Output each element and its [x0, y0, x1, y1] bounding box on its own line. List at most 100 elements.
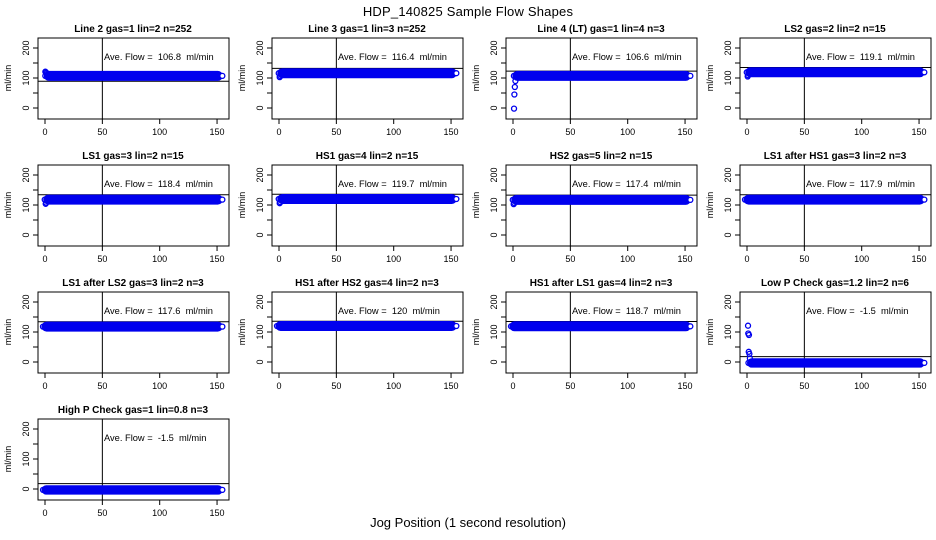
y-tick-label: 0: [255, 105, 265, 110]
data-point: [43, 70, 50, 77]
x-tick-label: 100: [386, 381, 401, 391]
ave-flow-label: Ave. Flow = -1.5 ml/min: [806, 306, 908, 316]
data-point: [276, 72, 284, 80]
data-point: [744, 72, 752, 79]
x-tick-label: 150: [444, 127, 459, 137]
panel-canvas: LS2 gas=2 lin=2 n=15 0 100 200 ml/min 0 50 100 1…: [705, 24, 932, 137]
ave-flow-label: Ave. Flow = 116.4 ml/min: [338, 52, 447, 62]
x-tick-label: 0: [744, 254, 749, 264]
x-tick-label: 50: [97, 508, 107, 518]
x-tick-label: 100: [854, 127, 869, 137]
y-tick-label: 100: [255, 197, 265, 212]
x-tick-label: 0: [510, 127, 515, 137]
flow-panel-3: Line 4 (LT) gas=1 lin=4 n=3 0 100 200 ml/min…: [468, 22, 702, 149]
x-tick-label: 50: [331, 254, 341, 264]
flow-panel-6: HS1 gas=4 lin=2 n=15 0 100 200 ml/min 0 50 100 1…: [234, 149, 468, 276]
flow-panel-13: High P Check gas=1 lin=0.8 n=3 0 100 200 ml/…: [0, 403, 234, 530]
x-tick-label: 50: [565, 381, 575, 391]
data-point: [453, 322, 460, 330]
y-tick-label: 100: [723, 70, 733, 85]
ave-flow-label: Ave. Flow = 119.1 ml/min: [806, 52, 915, 62]
y-tick-label: 200: [21, 40, 31, 55]
y-tick-label: 200: [723, 167, 733, 182]
ave-flow-label: Ave. Flow = 119.7 ml/min: [338, 179, 447, 189]
panel-title: HS1 after HS2 gas=4 lin=2 n=3: [295, 278, 439, 289]
data-point: [510, 199, 518, 207]
x-tick-label: 100: [152, 381, 167, 391]
y-tick-label: 0: [21, 105, 31, 110]
y-tick-label: 100: [21, 324, 31, 339]
data-point: [687, 323, 694, 330]
x-tick-label: 50: [331, 127, 341, 137]
y-tick-label: 0: [723, 232, 733, 237]
data-point: [42, 199, 50, 206]
data-point: [219, 323, 226, 330]
y-tick-label: 200: [723, 40, 733, 55]
data-point: [746, 355, 754, 362]
panel-title: LS2 gas=2 lin=2 n=15: [784, 24, 886, 35]
x-tick-label: 150: [678, 127, 693, 137]
y-axis-label: ml/min: [705, 192, 715, 219]
y-axis-label: ml/min: [237, 319, 247, 346]
panel-title: HS2 gas=5 lin=2 n=15: [550, 151, 653, 162]
y-tick-label: 200: [255, 294, 265, 309]
y-axis-label: ml/min: [471, 65, 481, 92]
x-tick-label: 100: [386, 254, 401, 264]
panel-title: LS1 after HS1 gas=3 lin=2 n=3: [764, 151, 907, 162]
y-axis-label: ml/min: [471, 192, 481, 219]
y-tick-label: 0: [255, 359, 265, 364]
x-tick-label: 50: [97, 254, 107, 264]
x-tick-label: 150: [210, 254, 225, 264]
panel-canvas: Line 3 gas=1 lin=3 n=252 0 100 200 ml/min 0 50…: [237, 24, 464, 137]
x-tick-label: 150: [444, 254, 459, 264]
ave-flow-label: Ave. Flow = 106.6 ml/min: [572, 52, 682, 62]
x-tick-label: 50: [331, 381, 341, 391]
x-tick-label: 100: [620, 254, 635, 264]
x-tick-label: 50: [799, 127, 809, 137]
data-band: [43, 194, 223, 205]
x-tick-label: 0: [276, 127, 281, 137]
flow-panel-12: Low P Check gas=1.2 lin=2 n=6 0 100 200 ml/m…: [702, 276, 936, 403]
y-axis-label: ml/min: [3, 192, 13, 219]
panel-title: LS1 gas=3 lin=2 n=15: [82, 151, 184, 162]
x-tick-label: 0: [510, 381, 515, 391]
data-band: [277, 194, 457, 204]
panel-canvas: Low P Check gas=1.2 lin=2 n=6 0 100 200 ml/m…: [705, 278, 932, 391]
y-tick-label: 200: [21, 294, 31, 309]
page-title: HDP_140825 Sample Flow Shapes: [362, 4, 574, 19]
x-tick-label: 150: [912, 127, 927, 137]
data-point: [741, 196, 749, 203]
x-tick-label: 100: [152, 508, 167, 518]
x-tick-label: 100: [152, 127, 167, 137]
y-tick-label: 0: [489, 105, 499, 110]
x-tick-label: 50: [97, 127, 107, 137]
flow-panel-5: LS1 gas=3 lin=2 n=15 0 100 200 ml/min 0 50 100 1…: [0, 149, 234, 276]
x-tick-label: 150: [210, 508, 225, 518]
x-tick-label: 0: [42, 381, 47, 391]
data-point: [273, 322, 281, 330]
y-tick-label: 200: [489, 294, 499, 309]
y-tick-label: 0: [21, 359, 31, 364]
data-point: [507, 323, 515, 330]
x-tick-label: 0: [744, 127, 749, 137]
x-tick-label: 50: [799, 254, 809, 264]
data-point: [276, 198, 284, 206]
ave-flow-label: Ave. Flow = 118.4 ml/min: [104, 179, 213, 189]
flow-panel-9: LS1 after LS2 gas=3 lin=2 n=3 0 100 200 ml/m…: [0, 276, 234, 403]
ave-flow-label: Ave. Flow = 117.4 ml/min: [572, 179, 681, 189]
plot-box: [271, 37, 464, 120]
y-tick-label: 0: [489, 359, 499, 364]
y-axis-label: ml/min: [237, 192, 247, 219]
plot-box: [271, 291, 464, 374]
x-tick-label: 0: [42, 127, 47, 137]
x-tick-label: 50: [565, 127, 575, 137]
x-tick-label: 50: [97, 381, 107, 391]
x-tick-label: 150: [678, 381, 693, 391]
y-tick-label: 200: [255, 167, 265, 182]
x-axis-label: Jog Position (1 second resolution): [370, 515, 566, 530]
x-tick-label: 0: [276, 254, 281, 264]
flow-panel-10: HS1 after HS2 gas=4 lin=2 n=3 0 100 200 ml/m…: [234, 276, 468, 403]
panel-title: Low P Check gas=1.2 lin=2 n=6: [761, 278, 909, 289]
y-tick-label: 100: [21, 197, 31, 212]
panel-canvas: Line 2 gas=1 lin=2 n=252 0 100 200 ml/min 0 50…: [3, 24, 230, 137]
